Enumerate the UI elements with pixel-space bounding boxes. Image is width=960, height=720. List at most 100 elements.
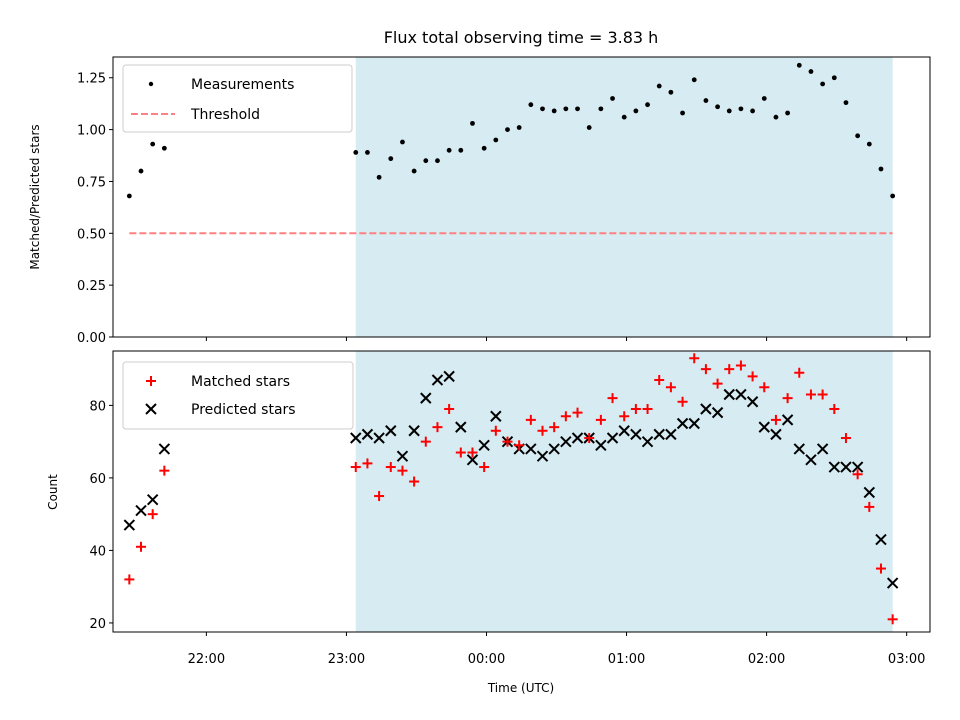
predicted-star-point (560, 435, 572, 448)
measurement-point (435, 158, 440, 164)
measurement-point (668, 89, 674, 95)
matched-star-point (502, 436, 513, 447)
measurement-point (563, 106, 569, 112)
measurement-point (890, 193, 896, 199)
measurement-point (388, 156, 394, 162)
matched-star-point (147, 509, 158, 520)
matched-star-point (350, 462, 361, 473)
measurement-point (138, 168, 144, 174)
matched-star-point (852, 469, 863, 480)
matched-star-point (689, 353, 700, 364)
legend-predicted-marker (145, 403, 157, 415)
matched-star-point (455, 447, 466, 458)
legend-threshold-label: Threshold (190, 107, 260, 123)
measurement-point (715, 104, 720, 110)
predicted-star-point (385, 425, 397, 437)
measurement-point (400, 139, 405, 145)
measurement-point (738, 106, 744, 112)
predicted-star-point (396, 450, 409, 462)
flux-ratio-panel: 0.00 0.25 0.50 0.75 1.00 1.25 Flux total obse… (28, 28, 931, 346)
measurement-point (645, 102, 650, 108)
matched-star-point (159, 465, 170, 476)
matched-star-point (514, 440, 525, 451)
y-tick-label: 1.00 (77, 124, 106, 139)
measurement-point (458, 147, 464, 153)
bottom-y-ticks: 20 40 60 80 (89, 399, 113, 632)
predicted-star-point (135, 504, 147, 517)
y-tick-label: 0.75 (77, 175, 106, 190)
predicted-star-point (548, 443, 560, 455)
matched-star-point (864, 501, 875, 512)
predicted-star-point (350, 432, 362, 444)
predicted-star-point (688, 417, 700, 430)
matched-star-point (572, 407, 583, 418)
top-y-ticks: 0.00 0.25 0.50 0.75 1.00 1.25 (77, 72, 113, 346)
matched-star-point (432, 422, 443, 433)
measurement-point (843, 100, 849, 106)
measurement-point (365, 150, 370, 155)
matched-stars-points (124, 353, 898, 625)
predicted-star-point (746, 396, 759, 408)
measurement-point (831, 75, 837, 81)
predicted-star-point (723, 388, 735, 401)
measurement-point (411, 168, 417, 174)
measurement-point (691, 77, 697, 83)
x-tick-label: 22:00 (188, 652, 225, 667)
measurement-point (516, 125, 522, 130)
matched-star-point (677, 396, 688, 407)
matched-star-point (887, 614, 898, 625)
measurement-point (481, 145, 487, 151)
matched-star-point (817, 389, 828, 400)
predicted-star-point (373, 432, 385, 444)
bottom-legend: Matched stars Predicted stars (122, 361, 354, 430)
y-tick-label: 60 (89, 472, 106, 487)
matched-star-point (124, 574, 135, 585)
measurement-point (493, 137, 499, 143)
top-x-ticks (205, 337, 908, 341)
measurement-point (633, 108, 639, 114)
measurement-point (761, 96, 767, 101)
matched-star-point (654, 375, 665, 386)
predicted-star-point (158, 443, 171, 455)
measurement-point (621, 114, 627, 120)
matched-star-point (549, 422, 560, 433)
bottom-legend-box (122, 361, 354, 430)
measurement-point (598, 106, 604, 112)
measurement-point (808, 69, 814, 74)
observing-window-shade (355, 57, 893, 337)
legend-measurements-marker (148, 81, 154, 87)
matched-star-point (479, 462, 490, 473)
predicted-star-point (828, 461, 841, 473)
matched-star-point (665, 382, 676, 393)
measurement-point (528, 102, 534, 108)
matched-star-point (525, 414, 536, 425)
measurement-point (161, 145, 167, 151)
matched-star-point (735, 360, 746, 371)
y-tick-label: 20 (89, 617, 106, 632)
predicted-star-point (863, 486, 876, 499)
bottom-x-ticks: 22:00 23:00 00:00 01:00 02:00 03:00 (188, 632, 925, 667)
measurement-point (796, 62, 802, 68)
measurement-point (785, 110, 791, 116)
matched-star-point (409, 476, 420, 487)
predicted-star-point (816, 443, 829, 455)
y-tick-label: 0.50 (77, 227, 106, 242)
predicted-star-point (123, 519, 136, 531)
predicted-star-point (361, 428, 374, 441)
matched-star-point (712, 378, 723, 389)
predicted-star-point (735, 388, 747, 401)
matched-star-point (619, 411, 630, 422)
matched-star-point (385, 462, 396, 473)
predicted-star-point (886, 577, 899, 589)
matched-star-point (747, 371, 758, 382)
measurement-point (353, 150, 359, 155)
measurement-point (470, 120, 475, 126)
measurement-point (656, 83, 662, 89)
top-legend: Measurements Threshold (122, 64, 353, 133)
matched-star-point (829, 404, 840, 415)
top-legend-box (122, 64, 353, 133)
matched-star-point (805, 389, 816, 400)
predicted-star-point (606, 432, 619, 444)
